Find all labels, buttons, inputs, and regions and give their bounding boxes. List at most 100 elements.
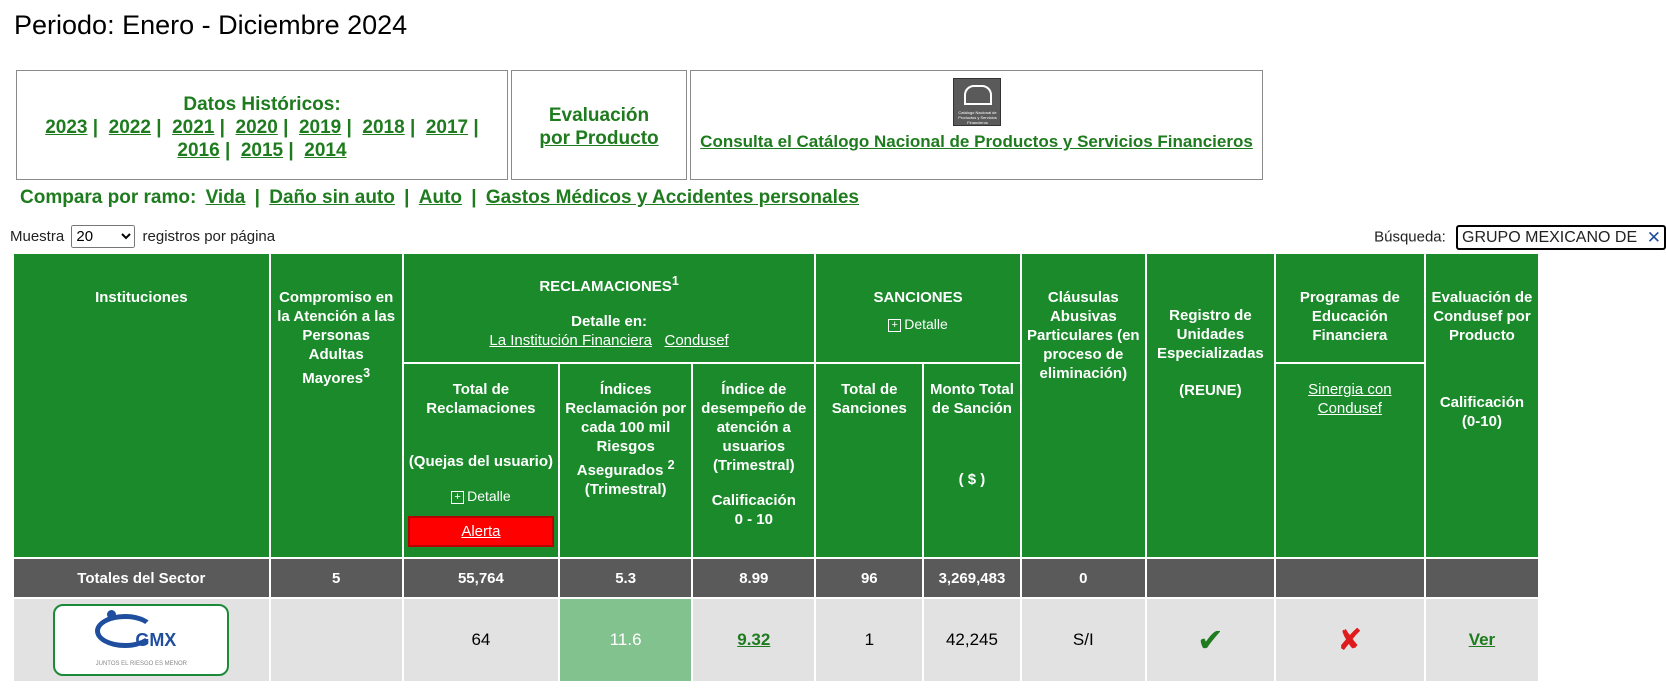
search-control: Búsqueda: GRUPO MEXICANO DE ✕ (1374, 225, 1666, 250)
evaluation-link[interactable]: por Producto (539, 128, 659, 149)
sanciones-detalle-button[interactable]: + Detalle (820, 315, 1015, 334)
page-size-suffix: registros por página (142, 228, 276, 245)
year-link-2016[interactable]: 2016 (177, 140, 220, 161)
table-row: GMX JUNTOS EL RIESGO ES MENOR 64 11.6 9.… (12, 597, 1665, 683)
col-rango: 0 - 10 (734, 511, 773, 528)
page-size-select[interactable]: 20 (71, 225, 136, 248)
col-indice-desempeno-label: Índice de desempeño de atención a usuari… (701, 381, 807, 474)
group-reclamaciones: RECLAMACIONES1 Detalle en: La Institució… (401, 252, 817, 364)
col-programas: Programas de Educación Financiera (1273, 252, 1426, 364)
check-icon: ✔ (1196, 622, 1224, 658)
col-registro: Registro de Unidades Especializadas (REU… (1144, 252, 1276, 559)
logo-swirl (95, 614, 156, 648)
col-instituciones: Instituciones (12, 252, 271, 559)
col-evaluacion-calif: Calificación (0-10) (1439, 394, 1525, 430)
reclamaciones-detalle-label: Detalle (467, 488, 511, 504)
logo-tagline: JUNTOS EL RIESGO ES MENOR (95, 661, 187, 667)
year-link-2019[interactable]: 2019 (298, 117, 342, 138)
totals-evaluacion (1423, 557, 1540, 599)
historical-years: 2023 | 2022 | 2021 | 2020 | 2019 | 2018 … (45, 117, 479, 161)
totals-row: Totales del Sector 5 55,764 5.3 8.99 96 … (12, 557, 1665, 599)
col-indices-trimestral: (Trimestral) (584, 481, 667, 498)
group-sanciones: SANCIONES + Detalle (814, 252, 1022, 364)
totals-programas (1273, 557, 1426, 599)
col-indices-sup: 2 (667, 458, 675, 472)
catalog-logo-caption: Catálogo Nacional de Productos y Servici… (958, 110, 997, 125)
col-monto: Monto Total de Sanción ( $ ) (922, 362, 1022, 559)
totals-indice-desempeno: 8.99 (691, 557, 817, 599)
evaluation-box: Evaluación por Producto (511, 70, 687, 180)
compare-link-auto[interactable]: Auto (418, 187, 463, 208)
year-link-2017[interactable]: 2017 (425, 117, 469, 138)
year-link-2021[interactable]: 2021 (172, 117, 215, 138)
cell-registro: ✔ (1144, 597, 1276, 683)
year-link-2014[interactable]: 2014 (304, 140, 347, 161)
link-institucion-financiera[interactable]: La Institución Financiera (489, 332, 652, 349)
col-compromiso: Compromiso en la Atención a las Personas… (268, 252, 404, 559)
ver-link[interactable]: Ver (1468, 630, 1496, 649)
historical-label: Datos Históricos: (183, 94, 341, 115)
reclamaciones-detalle-button[interactable]: + Detalle (408, 487, 554, 506)
link-condusef[interactable]: Condusef (664, 332, 729, 349)
col-sinergia: Sinergia con Condusef (1273, 362, 1426, 559)
group-reclamaciones-sup: 1 (671, 274, 679, 288)
year-link-2020[interactable]: 2020 (235, 117, 278, 138)
gmx-logo[interactable]: GMX JUNTOS EL RIESGO ES MENOR (53, 604, 230, 676)
col-total-reclamaciones: Total de Reclamaciones (Quejas del usuar… (401, 362, 561, 559)
totals-total-sanciones: 96 (814, 557, 925, 599)
totals-registro (1144, 557, 1276, 599)
page-title: Periodo: Enero - Diciembre 2024 (14, 10, 408, 40)
catalog-link[interactable]: Consulta el Catálogo Nacional de Product… (700, 132, 1253, 151)
year-link-2018[interactable]: 2018 (362, 117, 405, 138)
plus-icon: + (451, 490, 465, 504)
cross-icon: ✘ (1337, 623, 1363, 657)
compare-label: Compara por ramo: (20, 187, 197, 208)
cell-clausulas: S/I (1019, 597, 1147, 683)
catalog-box: Catálogo Nacional de Productos y Servici… (690, 70, 1263, 180)
indice-desempeno-link[interactable]: 9.32 (737, 630, 771, 649)
search-input[interactable]: GRUPO MEXICANO DE ✕ (1456, 225, 1666, 250)
col-indices: Índices Reclamación por cada 100 mil Rie… (558, 362, 694, 559)
cell-evaluacion: Ver (1423, 597, 1540, 683)
compare-link-gastos[interactable]: Gastos Médicos y Accidentes personales (485, 187, 859, 208)
cell-monto: 42,245 (922, 597, 1022, 683)
detalle-en-label: Detalle en: (571, 313, 647, 330)
catalog-logo[interactable]: Catálogo Nacional de Productos y Servici… (952, 78, 1001, 126)
col-clausulas: Cláusulas Abusivas Particulares (en proc… (1019, 252, 1147, 559)
col-monto-label: Monto Total de Sanción (930, 381, 1014, 417)
search-label: Búsqueda: (1374, 228, 1446, 246)
compare-link-vida[interactable]: Vida (205, 187, 246, 208)
search-value: GRUPO MEXICANO DE (1462, 229, 1638, 246)
totals-clausulas: 0 (1019, 557, 1147, 599)
col-registro-label: Registro de Unidades Especializadas (1157, 307, 1264, 362)
compare-link-dano[interactable]: Daño sin auto (269, 187, 395, 208)
cell-indice-desempeno: 9.32 (691, 597, 817, 683)
col-compromiso-sup: 3 (363, 366, 371, 380)
cell-programas: ✘ (1273, 597, 1426, 683)
col-total-sanciones: Total de Sanciones (814, 362, 925, 559)
page-size-prefix: Muestra (10, 228, 65, 245)
totals-monto: 3,269,483 (922, 557, 1022, 599)
year-link-2023[interactable]: 2023 (45, 117, 88, 138)
col-evaluacion-label: Evaluación de Condusef por Producto (1431, 289, 1533, 344)
alerta-button[interactable]: Alerta (407, 516, 555, 547)
year-link-2015[interactable]: 2015 (240, 140, 284, 161)
col-total-reclamaciones-label: Total de Reclamaciones (426, 381, 536, 417)
cell-total-reclamaciones: 64 (401, 597, 561, 683)
logo-text: GMX (135, 630, 177, 650)
group-reclamaciones-label: RECLAMACIONES (539, 278, 672, 295)
link-sinergia[interactable]: Sinergia con Condusef (1308, 381, 1392, 417)
compare-by-branch: Compara por ramo: Vida | Daño sin auto |… (20, 187, 859, 208)
year-link-2022[interactable]: 2022 (108, 117, 151, 138)
col-calificacion: Calificación (711, 492, 796, 509)
col-quejas: (Quejas del usuario) (408, 453, 554, 470)
cell-compromiso (268, 597, 404, 683)
detalle-links: La Institución Financiera Condusef (408, 331, 811, 350)
plus-icon: + (888, 318, 902, 332)
col-moneda: ( $ ) (958, 471, 986, 488)
col-registro-sub: (REUNE) (1179, 382, 1242, 399)
cell-indices: 11.6 (558, 597, 694, 683)
clear-search-icon[interactable]: ✕ (1646, 228, 1661, 247)
evaluation-line1: Evaluación (548, 105, 650, 126)
book-icon (963, 85, 992, 105)
